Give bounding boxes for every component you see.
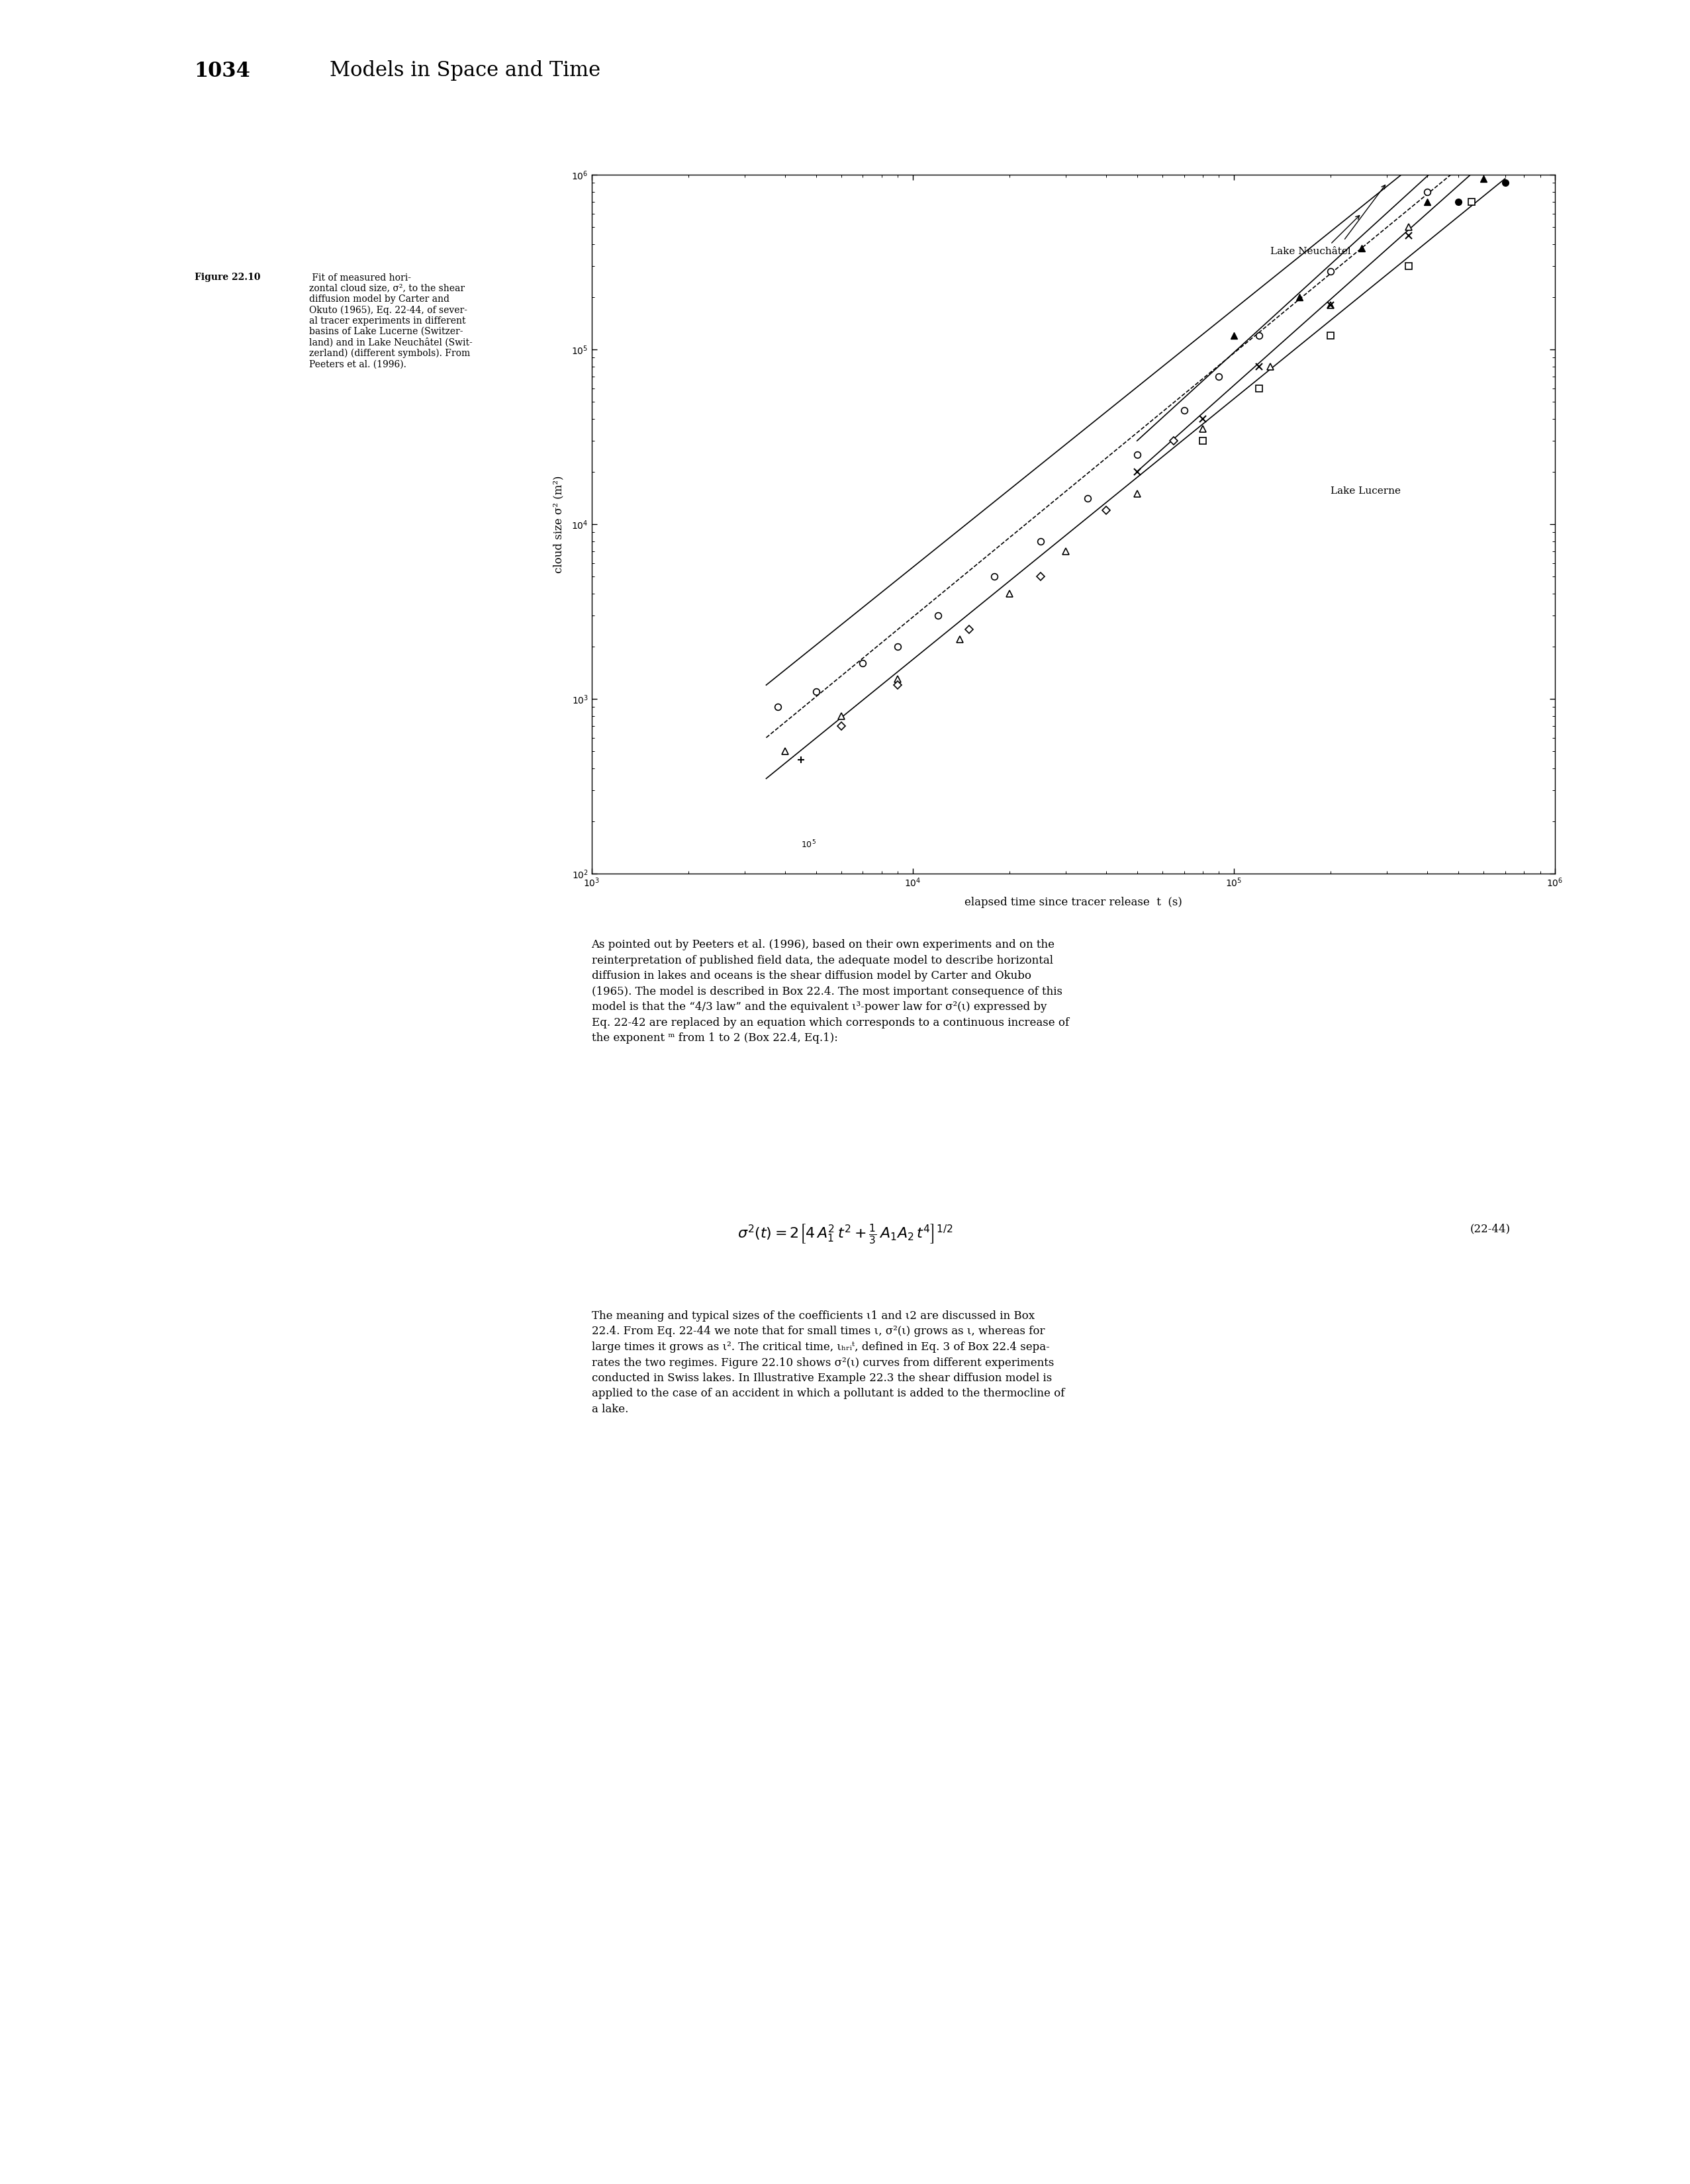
Text: $10^5$: $10^5$ <box>801 839 816 850</box>
Text: As pointed out by Peeters et al. (1996), based on their own experiments and on t: As pointed out by Peeters et al. (1996),… <box>592 939 1068 1044</box>
Text: $\sigma^2(t) = 2\left[4\,A_1^2\,t^2 + \frac{1}{3}\,A_1 A_2\,t^4\right]^{1/2}$: $\sigma^2(t) = 2\left[4\,A_1^2\,t^2 + \f… <box>737 1223 953 1245</box>
Text: Lake Neuchâtel: Lake Neuchâtel <box>1271 247 1350 256</box>
Text: Models in Space and Time: Models in Space and Time <box>330 61 600 81</box>
Text: (22-44): (22-44) <box>1470 1223 1511 1234</box>
Text: Figure 22.10: Figure 22.10 <box>194 273 260 282</box>
Y-axis label: cloud size σ² (m²): cloud size σ² (m²) <box>553 476 564 572</box>
Text: Fit of measured hori-
zontal cloud size, σ², to the shear
diffusion model by Car: Fit of measured hori- zontal cloud size,… <box>309 273 473 369</box>
Text: Lake Lucerne: Lake Lucerne <box>1330 487 1401 496</box>
X-axis label: elapsed time since tracer release  t  (s): elapsed time since tracer release t (s) <box>965 895 1181 909</box>
Text: 1034: 1034 <box>194 61 250 81</box>
Text: The meaning and typical sizes of the coefficients ι1 and ι2 are discussed in Box: The meaning and typical sizes of the coe… <box>592 1310 1065 1415</box>
